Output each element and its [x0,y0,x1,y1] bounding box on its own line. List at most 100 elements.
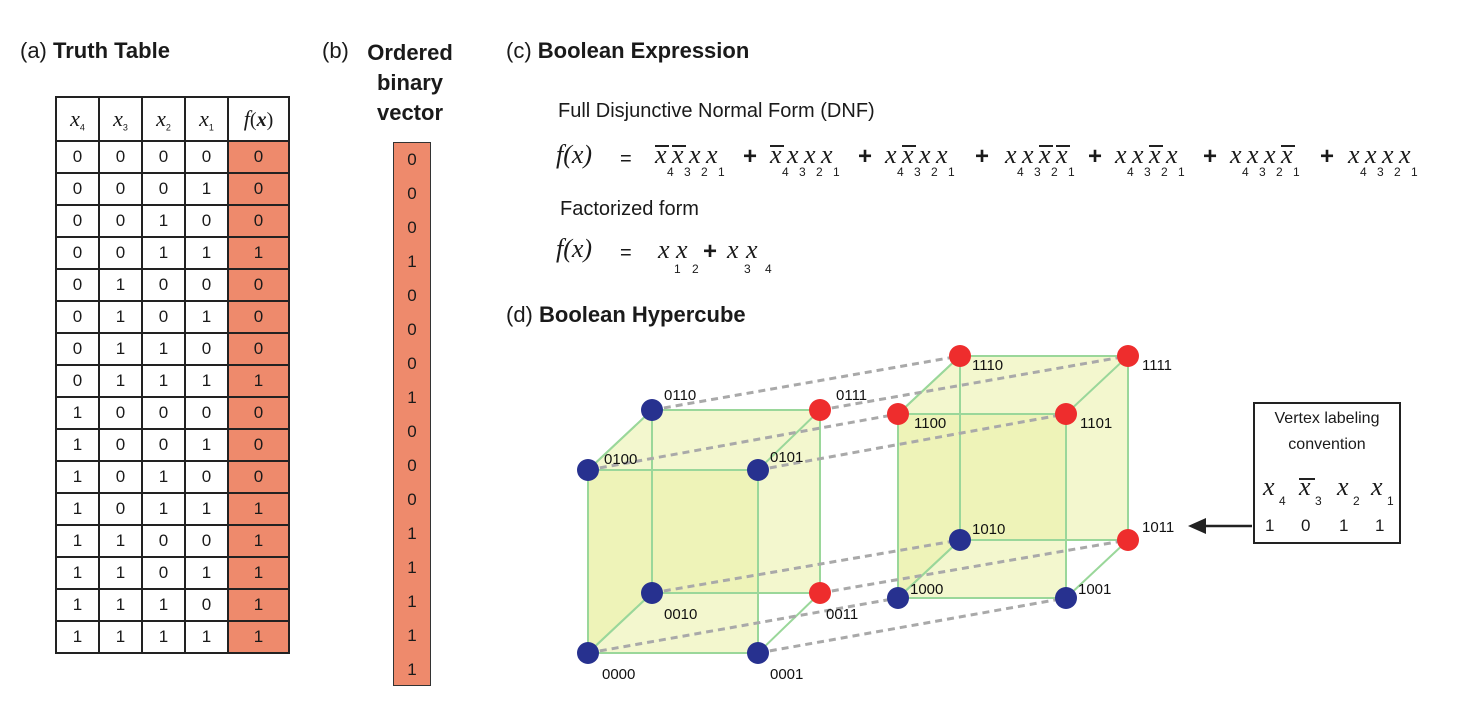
dnf-variable: x [1247,140,1259,169]
panel-d-heading: Boolean Hypercube [539,302,746,327]
dnf-variable: x [1365,140,1377,169]
dnf-subscript: 2 [931,165,938,179]
legend-arrow-head [1188,518,1206,534]
fact-sub-2: 2 [692,262,699,276]
cube-edge [1065,539,1129,599]
vector-entry: 0 [407,456,417,475]
output-cell: 0 [227,140,290,174]
legend-title-2: convention [1288,436,1366,453]
input-cell: 1 [55,428,100,462]
dnf-variable: x [787,140,799,169]
input-cell: 0 [184,588,229,622]
input-cell: 1 [184,620,229,654]
input-cell: 1 [141,364,186,398]
input-cell: 1 [141,332,186,366]
panel-b-line-1: Ordered [367,40,453,65]
input-cell: 0 [98,460,143,494]
legend-sub-1: 1 [1387,494,1394,508]
dnf-variable: x [770,140,782,169]
input-cell: 0 [184,204,229,238]
panel-b-tag: (b) [322,38,349,63]
panel-c-tag: (c) [506,38,532,63]
legend-x3: x [1299,472,1311,501]
dnf-subscript: 4 [1127,165,1134,179]
vertex-label: 0111 [836,387,867,404]
output-cell: 0 [227,396,290,430]
output-cell: 0 [227,204,290,238]
dnf-overbar [1281,145,1295,147]
cube-edge [897,539,961,599]
dnf-plus: + [743,143,758,170]
output-cell: 0 [227,172,290,206]
panel-c-title: (c) Boolean Expression [506,38,749,64]
fact-x-4: x [746,235,758,264]
legend-val-x1: 1 [1375,516,1385,535]
cube-face [959,355,1129,541]
input-cell: 1 [55,556,100,590]
input-cell: 0 [55,300,100,334]
vertex-label: 0011 [826,606,858,623]
input-cell: 1 [98,268,143,302]
header-fx: f(x) [227,96,290,142]
fact-x-2: x [676,235,688,264]
dnf-subscript: 1 [1178,165,1185,179]
input-cell: 0 [184,332,229,366]
input-cell: 1 [184,492,229,526]
dnf-variable: x [885,140,897,169]
input-cell: 0 [55,236,100,270]
dnf-label: Full Disjunctive Normal Form (DNF) [558,100,875,122]
legend-overbar-x3 [1299,478,1315,480]
output-cell: 1 [227,588,290,622]
dnf-subscript: 3 [1034,165,1041,179]
dnf-overbar [655,145,669,147]
panel-d-title: (d) Boolean Hypercube [506,302,746,328]
input-cell: 1 [184,428,229,462]
dnf-subscript: 1 [1293,165,1300,179]
legend-sub-2: 2 [1353,494,1360,508]
vertex-node [809,399,831,421]
vector-entry: 0 [407,320,417,339]
input-cell: 0 [98,236,143,270]
vertex-label: 1000 [910,581,943,598]
vertex-label: 0110 [664,387,696,404]
input-cell: 0 [141,268,186,302]
dnf-overbar [672,145,686,147]
dashed-link [651,538,961,595]
dnf-variable: x [1132,140,1144,169]
dnf-overbar [1056,145,1070,147]
vertex-node [747,459,769,481]
factorized-label: Factorized form [560,198,699,220]
input-cell: 1 [141,588,186,622]
fact-sub-4: 4 [765,262,772,276]
input-cell: 0 [141,300,186,334]
fact-x-3: x [727,235,739,264]
factorized-equals: = [620,242,632,264]
legend-val-x3: 0 [1301,516,1311,535]
dnf-variable: x [804,140,816,169]
dnf-variable: x [1005,140,1017,169]
dnf-variable: x [1149,140,1161,169]
vector-entry: 0 [407,184,417,203]
vertex-label: 1101 [1080,415,1112,432]
vector-entry: 1 [407,626,417,645]
dnf-variable: x [1264,140,1276,169]
vertex-label: 0000 [602,666,635,683]
vertex-label: 0100 [604,451,637,468]
dnf-subscript: 3 [1259,165,1266,179]
input-cell: 1 [184,300,229,334]
vertex-label: 0101 [770,449,803,466]
input-cell: 0 [98,396,143,430]
cube-edges [587,355,1129,654]
dnf-variable: x [1230,140,1242,169]
vertex-label: 1010 [972,521,1005,538]
legend-title-1: Vertex labeling [1274,410,1380,427]
